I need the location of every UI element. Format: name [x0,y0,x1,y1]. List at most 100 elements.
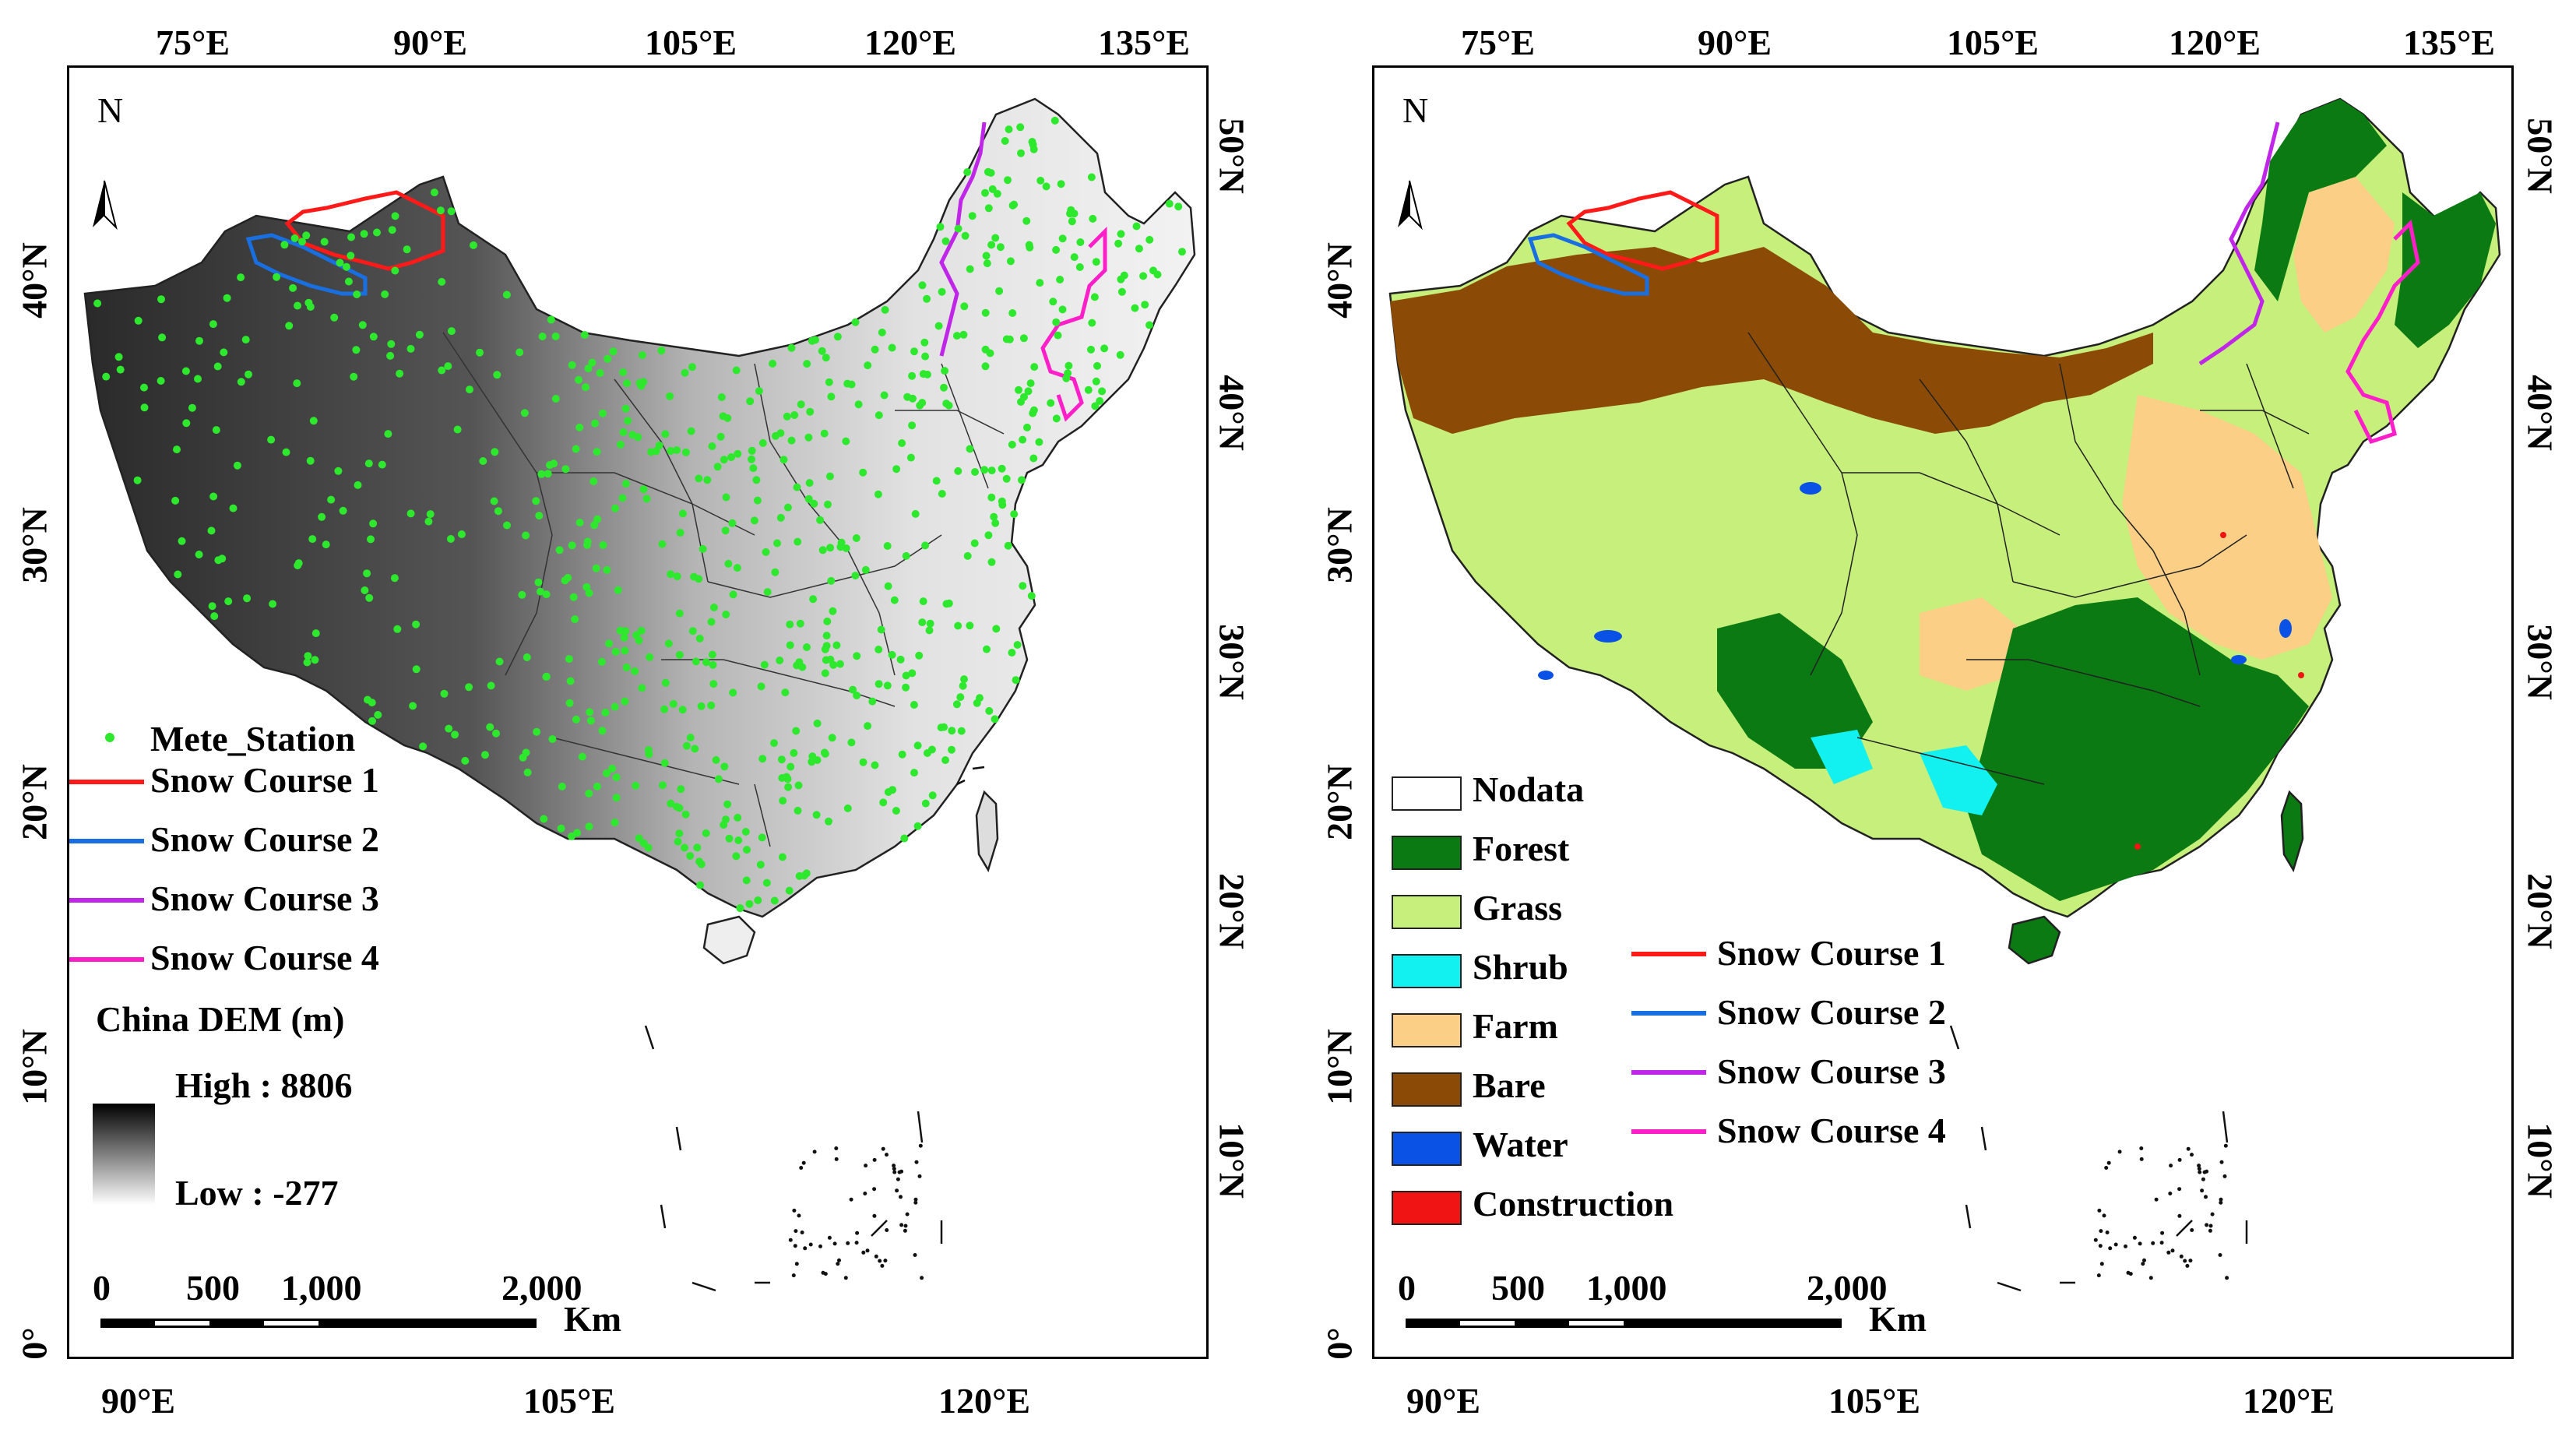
station-dot [592,564,600,572]
station-dot [803,643,811,651]
station-dot [361,586,369,594]
island-dot [823,1272,828,1276]
spratly-dots-right [2093,1143,2229,1280]
station-dot [925,626,934,635]
station-dot [134,316,143,325]
legend-course-4-line-right [1631,1129,1706,1134]
station-dot [681,843,688,852]
hainan-island [702,915,756,965]
station-dot [828,734,836,742]
island-dot [799,1166,804,1170]
station-dot [1008,649,1016,657]
station-dot [447,327,456,336]
scale-unit: Km [564,1299,622,1339]
island-dot [892,1164,896,1168]
island-dot [794,1229,798,1234]
station-dot [533,727,541,736]
forest-region-south [1966,597,2309,901]
island-dot [2151,1241,2155,1245]
island-dot [2099,1229,2103,1234]
station-dot [1030,363,1039,371]
station-dot [311,629,320,638]
island-dot [863,1192,867,1195]
station-dot [732,852,741,861]
left-right-lat-label-50: 50°N [1212,118,1252,194]
station-dot [516,348,524,357]
station-dot [207,526,216,535]
station-dot [535,512,544,520]
snow-course-2-line [245,233,368,296]
station-dot [591,419,600,428]
station-dot [1052,414,1061,423]
station-dot [403,245,411,254]
station-dot [412,620,421,628]
station-dot [878,328,886,336]
station-dot [753,496,762,505]
station-dot [757,682,765,691]
station-dot [990,512,998,521]
island-dot [880,1263,885,1268]
station-dot [926,619,934,628]
station-dot [612,794,621,802]
station-dot [1008,309,1017,317]
station-dot [621,404,630,413]
station-dot [842,437,850,445]
station-dot [564,573,572,582]
station-dot [1047,399,1055,407]
station-dot [381,290,389,298]
station-dot [832,641,841,650]
island-dot [905,1212,910,1216]
station-dot [966,265,974,273]
water-bodies [1538,482,2292,680]
station-dot [770,739,778,748]
station-dot [1002,474,1011,483]
station-dot [987,493,996,502]
station-dot [453,425,462,434]
station-dot [853,692,861,699]
station-dot [208,602,216,611]
island-dot [2186,1146,2191,1151]
station-dot [1010,200,1019,209]
station-dot [360,230,368,238]
station-dot [695,857,703,866]
station-dot [542,673,551,681]
station-dot [991,519,1000,527]
station-dot [557,824,565,833]
station-dot [585,589,593,597]
station-dot [412,665,421,674]
station-dot [503,521,511,530]
station-dot [237,273,245,282]
station-dot [1145,235,1154,244]
forest-region-ne [2254,99,2387,301]
station-dot [854,400,863,409]
station-dot [960,675,968,684]
station-dot [619,368,628,376]
landcover-map-canvas [1388,97,2501,1328]
station-dot [682,741,691,750]
left-right-lat-label-30: 30°N [1212,624,1252,700]
station-dot [188,403,196,412]
station-dot [808,758,816,766]
station-dot [729,688,737,697]
station-dot [934,322,943,330]
station-dot [741,828,750,836]
right-top-lon-label-75: 75°E [1461,23,1536,62]
station-dot [470,241,477,249]
right-top-lon-label-105: 105°E [1947,23,2039,62]
station-dot [1066,209,1074,218]
scale-bar [100,1319,537,1328]
scale-unit-right: Km [1869,1299,1927,1339]
island-dot [2179,1254,2184,1259]
station-dot [877,625,885,634]
station-dot [1024,387,1033,396]
station-dot [1091,402,1100,410]
station-dot [1064,369,1072,378]
station-dot [1087,345,1095,354]
station-dot [491,448,499,456]
left-bottom-lon-label-90: 90°E [101,1381,176,1421]
station-dot [285,322,294,330]
station-dot [492,729,500,738]
station-dot [1139,272,1148,280]
station-dot [889,786,897,794]
station-dot [224,597,233,606]
